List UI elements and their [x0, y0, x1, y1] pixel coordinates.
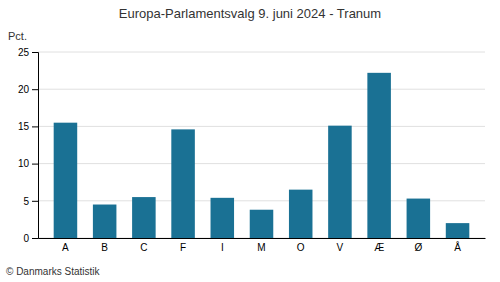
chart-container: Europa-Parlamentsvalg 9. juni 2024 - Tra…	[0, 0, 500, 282]
grid	[38, 52, 485, 238]
footer: © Danmarks Statistik	[6, 266, 101, 277]
grid-line	[38, 89, 485, 90]
tick-label: 5	[23, 196, 29, 207]
tick: B	[101, 238, 108, 253]
tick-mark	[32, 164, 38, 165]
tick-mark	[32, 52, 38, 53]
y-label: Pct.	[8, 30, 27, 42]
tick-label: F	[180, 242, 186, 253]
tick: 15	[18, 121, 38, 132]
tick: 5	[23, 196, 38, 207]
tick: O	[297, 238, 305, 253]
tick: F	[180, 238, 186, 253]
axis-line	[32, 53, 39, 239]
chart: Europa-Parlamentsvalg 9. juni 2024 - Tra…	[0, 0, 500, 282]
tick-label: M	[257, 242, 265, 253]
tick-label: Æ	[374, 242, 384, 253]
tick: M	[257, 238, 265, 253]
bar	[407, 199, 431, 238]
tick-mark	[32, 201, 38, 202]
bar	[171, 129, 195, 238]
tick: Æ	[374, 238, 384, 253]
bar	[328, 126, 352, 238]
grid-line	[38, 126, 485, 127]
y-axis: 0 5 10 15 20 25	[18, 47, 39, 244]
tick: 0	[23, 233, 38, 244]
tick: A	[62, 238, 69, 253]
tick-label: 15	[18, 121, 30, 132]
grid-line	[38, 163, 485, 164]
tick-label: V	[337, 242, 344, 253]
plot: 0 5 10 15 20 25 A B C F I M O V Æ Ø Å	[18, 47, 486, 253]
tick-label: A	[62, 242, 69, 253]
bar	[211, 198, 235, 238]
bar	[54, 123, 78, 238]
tick: 10	[18, 158, 38, 169]
tick-label: 0	[23, 233, 29, 244]
tick-label: Ø	[414, 242, 422, 253]
tick: C	[140, 238, 147, 253]
tick-label: 20	[18, 84, 30, 95]
bars	[54, 73, 470, 238]
tick-mark	[32, 89, 38, 90]
tick: 25	[18, 47, 38, 58]
bar	[250, 210, 274, 238]
tick-label: 25	[18, 47, 30, 58]
bar	[367, 73, 391, 238]
tick-mark	[32, 126, 38, 127]
tick: V	[337, 238, 344, 253]
bar	[93, 205, 117, 238]
bar	[132, 197, 156, 238]
tick-mark	[32, 238, 38, 239]
tick: Ø	[414, 238, 422, 253]
tick-label: C	[140, 242, 147, 253]
tick: Å	[454, 238, 461, 253]
axis-line	[39, 238, 486, 239]
tick-label: Å	[454, 241, 461, 253]
tick-label: I	[221, 242, 224, 253]
bar	[446, 223, 470, 238]
tick-label: O	[297, 242, 305, 253]
title: Europa-Parlamentsvalg 9. juni 2024 - Tra…	[119, 6, 381, 21]
tick-label: 10	[18, 158, 30, 169]
x-axis: ABCFIMOVÆØÅ	[39, 238, 486, 253]
tick: 20	[18, 84, 38, 95]
grid-line	[38, 52, 485, 53]
bar	[289, 190, 313, 238]
tick: I	[221, 238, 224, 253]
tick-label: B	[101, 242, 108, 253]
